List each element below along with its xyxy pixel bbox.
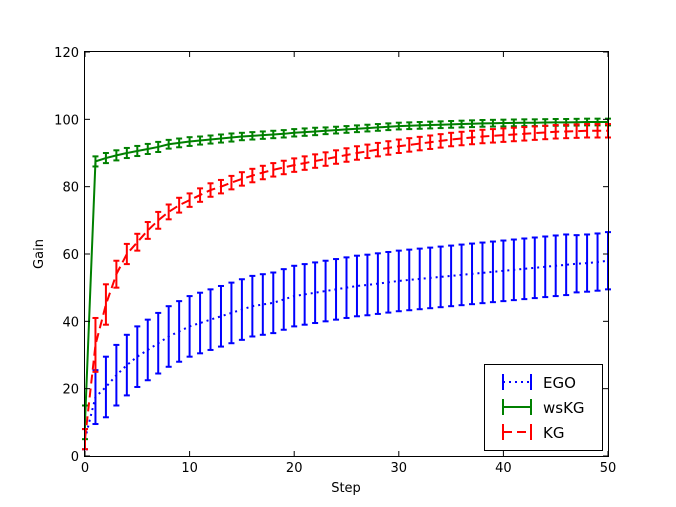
series-line-kg xyxy=(84,129,608,440)
y-axis-label: Gain xyxy=(32,239,47,269)
x-tick-label: 10 xyxy=(181,461,198,476)
y-tick-label: 100 xyxy=(54,113,79,128)
y-tick-label: 60 xyxy=(62,248,79,263)
x-tick-label: 40 xyxy=(495,461,512,476)
legend-handle-kg xyxy=(502,424,532,440)
y-tick-label: 40 xyxy=(62,315,79,330)
x-tick-label: 30 xyxy=(391,461,408,476)
y-tick-label: 80 xyxy=(62,181,79,196)
y-tick-label: 0 xyxy=(71,450,79,465)
legend-handle-wskg xyxy=(502,399,532,415)
y-tick-label: 20 xyxy=(62,383,79,398)
plot-frame xyxy=(84,51,609,457)
x-axis-label: Step xyxy=(331,481,361,496)
axes-ticks: 0 10 20 30 40 50 0 20 40 60 80 100 120 xyxy=(54,46,616,476)
x-tick-label: 20 xyxy=(286,461,303,476)
legend: EGO wsKG KG xyxy=(484,364,603,451)
x-tick-label: 50 xyxy=(600,461,617,476)
legend-handle-ego xyxy=(502,374,532,390)
series-ego xyxy=(82,231,611,451)
x-tick-label: 0 xyxy=(81,461,89,476)
legend-label-wskg: wsKG xyxy=(543,399,585,417)
plot-marks xyxy=(82,117,611,451)
legend-label-ego: EGO xyxy=(543,374,576,392)
legend-label-kg: KG xyxy=(543,424,564,442)
series-line-wskg xyxy=(84,121,608,423)
y-tick-label: 120 xyxy=(54,46,79,61)
series-wskg xyxy=(82,117,611,441)
series-kg xyxy=(82,123,611,451)
series-line-ego xyxy=(84,259,609,440)
